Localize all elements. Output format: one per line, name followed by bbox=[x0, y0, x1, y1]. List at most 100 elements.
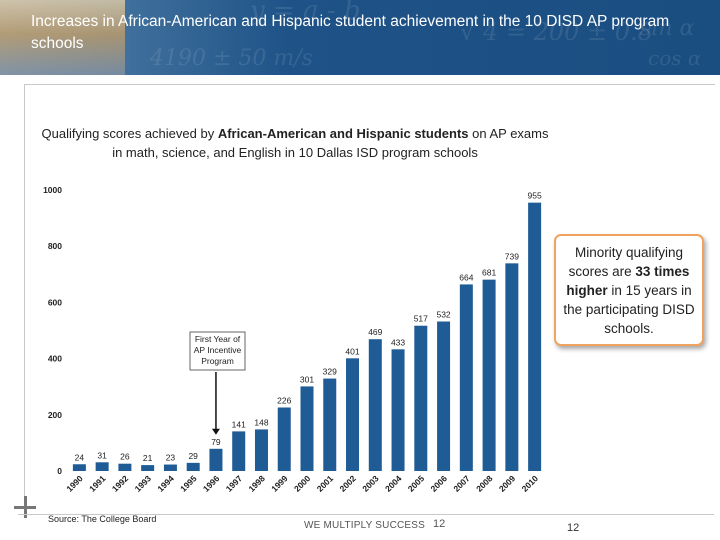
header-banner: y = a - b √ 4 = 200 ± 0.8 sin α cos α 41… bbox=[0, 0, 720, 75]
bar-2005 bbox=[414, 325, 428, 471]
x-tick-label: 2008 bbox=[474, 473, 495, 494]
bar-1994 bbox=[163, 464, 177, 471]
value-label-1995: 29 bbox=[188, 451, 198, 461]
x-tick-label: 2001 bbox=[315, 473, 336, 494]
chart-subtitle: Qualifying scores achieved by African-Am… bbox=[40, 124, 550, 162]
value-label-2004: 433 bbox=[391, 337, 405, 347]
value-labels: 24 31 26 21 23 29 79 141 148 226 301 329 401 469 433 51… bbox=[75, 191, 542, 463]
y-tick-label: 0 bbox=[57, 466, 62, 476]
bar-1998 bbox=[254, 429, 268, 471]
bar-1996 bbox=[209, 448, 223, 471]
x-axis-labels: 1990 1991 1992 1993 1994 1995 1996 1997 1998 1999… bbox=[64, 473, 540, 494]
x-tick-label: 2007 bbox=[451, 473, 472, 494]
subtitle-part1: Qualifying scores achieved by bbox=[41, 126, 215, 141]
value-label-1994: 23 bbox=[166, 453, 176, 463]
callout-bold: 33 times higher bbox=[566, 263, 690, 298]
callout-text: Minority qualifying scores are 33 times … bbox=[562, 243, 696, 338]
x-tick-label: 2009 bbox=[497, 473, 518, 494]
value-label-2001: 329 bbox=[323, 367, 337, 377]
x-tick-label: 2005 bbox=[406, 473, 427, 494]
value-label-2008: 681 bbox=[482, 268, 496, 278]
bar-1993 bbox=[141, 465, 155, 471]
x-tick-label: 2006 bbox=[429, 473, 450, 494]
callout-pre: Minority qualifying scores are bbox=[568, 244, 684, 279]
y-tick-label: 400 bbox=[48, 354, 62, 364]
bar-1997 bbox=[232, 431, 246, 471]
x-tick-label: 1991 bbox=[87, 473, 108, 494]
bar-1990 bbox=[72, 464, 86, 471]
bar-2004 bbox=[391, 349, 405, 471]
annotation-box bbox=[189, 331, 246, 371]
bar-2003 bbox=[368, 339, 382, 471]
bars bbox=[72, 202, 542, 471]
footer-tagline: WE MULTIPLY SUCCESS bbox=[304, 520, 426, 531]
y-tick-label: 800 bbox=[48, 241, 62, 251]
bar-2009 bbox=[505, 263, 519, 471]
value-label-1999: 226 bbox=[277, 395, 291, 405]
bar-2001 bbox=[323, 378, 337, 471]
bar-1995 bbox=[186, 462, 200, 471]
value-label-2009: 739 bbox=[505, 251, 519, 261]
annotation-label-line: Program bbox=[201, 356, 234, 366]
x-tick-label: 2002 bbox=[337, 473, 358, 494]
value-label-1998: 148 bbox=[254, 417, 268, 427]
bar-2008 bbox=[482, 279, 496, 471]
plus-icon bbox=[14, 496, 36, 518]
annotation-label-line: AP Incentive bbox=[194, 345, 242, 355]
value-label-2006: 532 bbox=[436, 310, 450, 320]
bar-1999 bbox=[277, 407, 291, 471]
annotation-label-line: First Year of bbox=[195, 334, 241, 344]
value-label-2005: 517 bbox=[414, 314, 428, 324]
content-frame bbox=[24, 84, 715, 515]
value-label-1990: 24 bbox=[75, 452, 85, 462]
bar-2006 bbox=[437, 321, 451, 471]
header-deco-5: 4190 ± 50 m/s bbox=[150, 46, 313, 71]
subtitle-bold: African-American and Hispanic students bbox=[217, 126, 469, 141]
value-label-2003: 469 bbox=[368, 327, 382, 337]
value-label-2002: 401 bbox=[345, 346, 359, 356]
bar-2010 bbox=[528, 202, 542, 471]
slide-title: Increases in African-American and Hispan… bbox=[31, 13, 670, 52]
callout-post: in 15 years in the participating DISD sc… bbox=[563, 282, 695, 336]
annotation-arrow-head bbox=[211, 428, 220, 435]
value-label-1996: 79 bbox=[211, 437, 221, 447]
x-tick-label: 1993 bbox=[133, 473, 154, 494]
header-deco-3: sin α bbox=[640, 16, 695, 41]
x-tick-label: 1997 bbox=[224, 473, 245, 494]
x-tick-label: 2010 bbox=[520, 473, 541, 494]
x-tick-label: 2003 bbox=[360, 473, 381, 494]
x-tick-label: 1996 bbox=[201, 473, 222, 494]
value-label-2010: 955 bbox=[528, 191, 542, 201]
x-tick-label: 1998 bbox=[246, 473, 267, 494]
header-deco-1: y = a - b bbox=[250, 0, 361, 26]
value-label-1993: 21 bbox=[143, 453, 153, 463]
bar-2007 bbox=[459, 284, 473, 471]
x-tick-label: 2000 bbox=[292, 473, 313, 494]
header-photo bbox=[0, 0, 125, 75]
x-tick-label: 1995 bbox=[178, 473, 199, 494]
value-label-1997: 141 bbox=[232, 419, 246, 429]
y-tick-label: 200 bbox=[48, 410, 62, 420]
subtitle-part2: on AP exams in math, science, and Englis… bbox=[112, 126, 549, 160]
value-label-2007: 664 bbox=[459, 272, 473, 282]
x-tick-label: 2004 bbox=[383, 473, 404, 494]
page-number-right: 12 bbox=[567, 522, 580, 534]
page-number-left: 12 bbox=[433, 518, 446, 530]
bar-1991 bbox=[95, 462, 109, 471]
value-label-1992: 26 bbox=[120, 452, 130, 462]
callout-box: Minority qualifying scores are 33 times … bbox=[554, 234, 704, 346]
bar-2000 bbox=[300, 386, 314, 471]
y-tick-label: 1000 bbox=[43, 185, 62, 195]
value-label-2000: 301 bbox=[300, 374, 314, 384]
footer-divider bbox=[18, 514, 714, 515]
header-deco-4: cos α bbox=[648, 46, 702, 70]
bar-1992 bbox=[118, 463, 132, 471]
value-label-1991: 31 bbox=[97, 450, 107, 460]
x-tick-label: 1999 bbox=[269, 473, 290, 494]
x-tick-label: 1990 bbox=[64, 473, 85, 494]
header-deco-2: √ 4 = 200 ± 0.8 bbox=[460, 18, 653, 46]
bar-2002 bbox=[346, 358, 360, 471]
x-tick-label: 1992 bbox=[110, 473, 131, 494]
